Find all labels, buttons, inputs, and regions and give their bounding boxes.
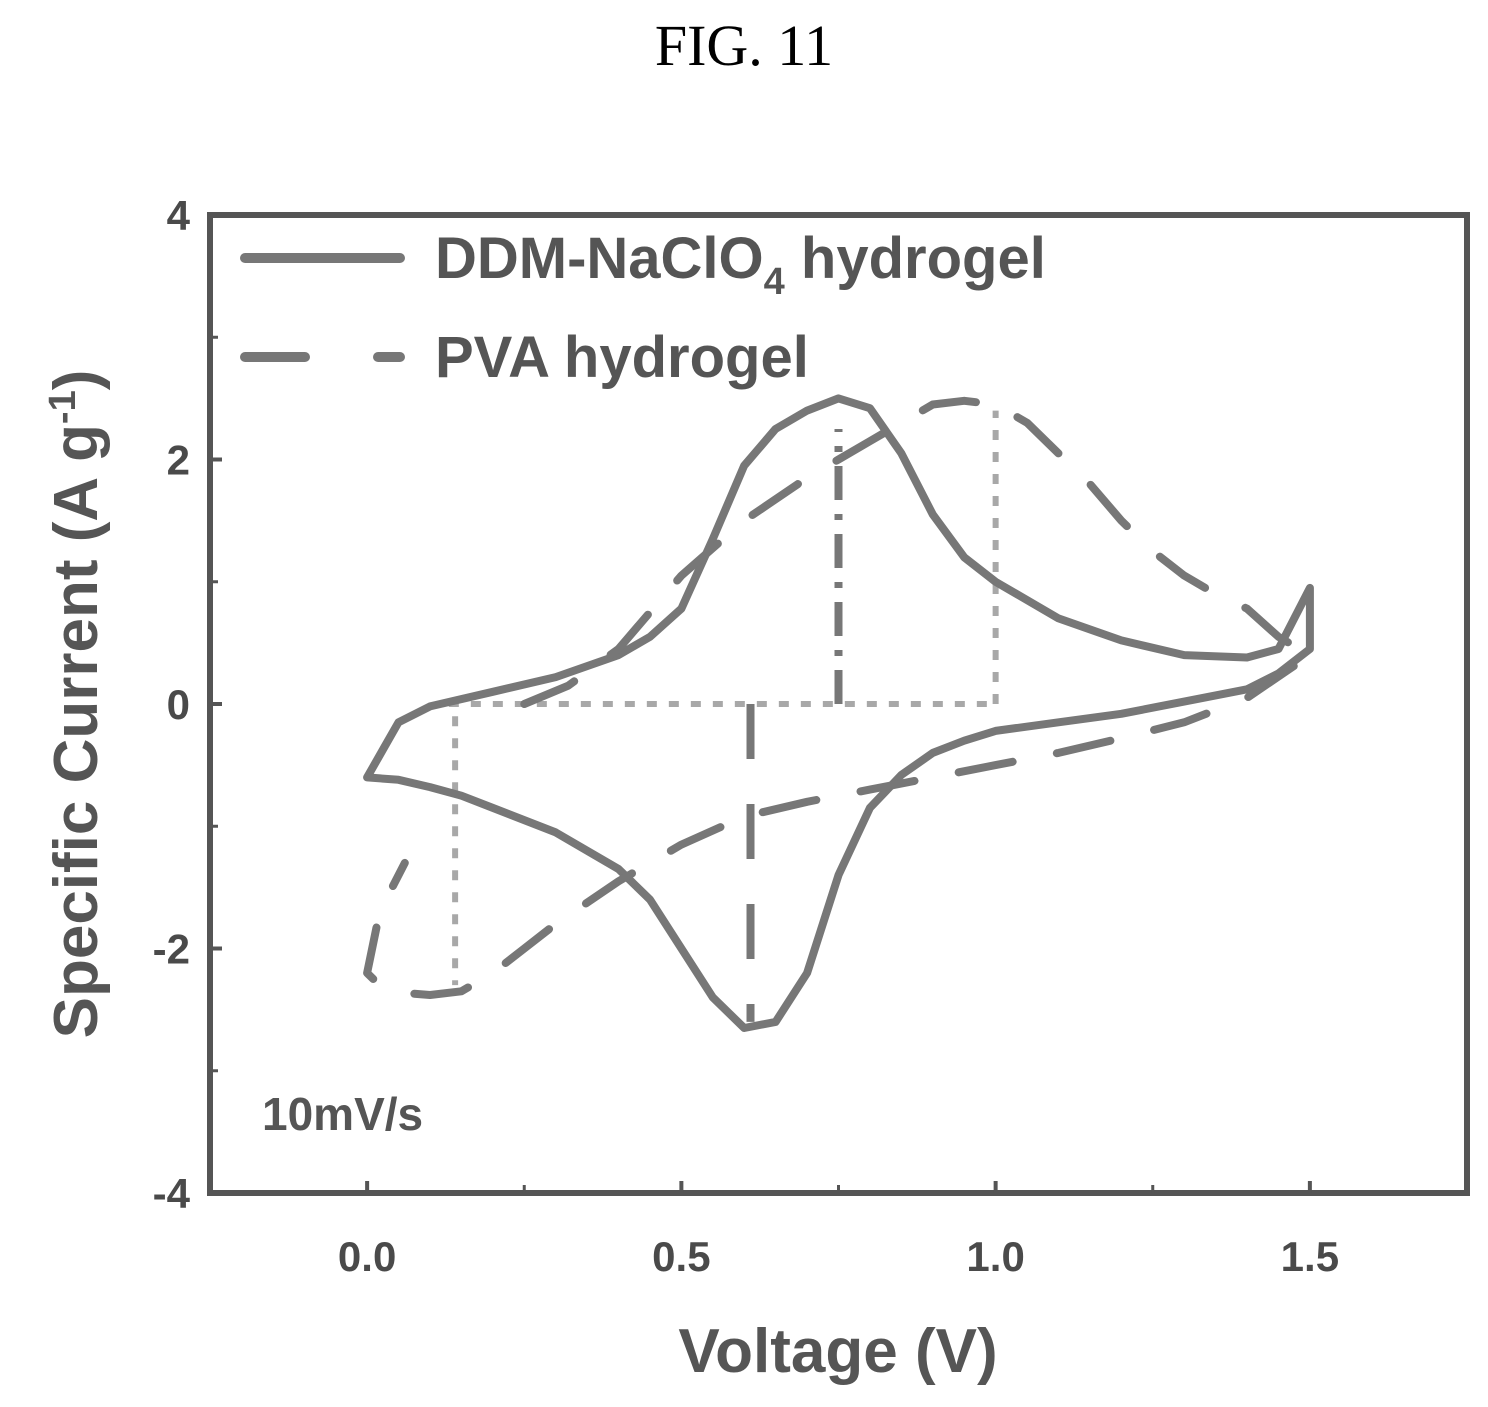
y-axis-title-main: Specific Current (A g [42,424,111,1038]
legend-label-pva: PVA hydrogel [435,325,809,390]
x-axis-title: Voltage (V) [678,1317,997,1386]
series-line-1 [363,396,1314,999]
ticks-layer: 0.0 0.5 1.0 1.5 -4 -2 0 2 4 [153,192,1339,1280]
legend: DDM-NaClO4 hydrogel PVA hydrogel [240,226,1046,390]
figure-title: FIG. 11 [654,13,834,78]
series-line-0 [363,394,1314,1032]
y-tick-label-2: 0 [167,681,190,728]
x-tick-label-1: 0.5 [652,1233,710,1280]
plot-layer [363,394,1314,1032]
y-tick-label-1: -2 [153,926,190,973]
scan-rate-annotation: 10mV/s [262,1088,423,1140]
y-axis-title-end: ) [42,370,111,391]
legend-label-ddm: DDM-NaClO4 hydrogel [435,226,1046,303]
legend-label-ddm-sub: 4 [764,261,785,303]
y-tick-label-3: 2 [167,437,190,484]
legend-label-ddm-rest: hydrogel [785,226,1046,291]
y-tick-label-4: 4 [167,192,191,239]
x-tick-label-3: 1.5 [1281,1233,1339,1280]
x-tick-label-2: 1.0 [966,1233,1024,1280]
y-axis-title-sup: -1 [42,390,84,424]
y-axis-title: Specific Current (A g-1) [42,370,111,1039]
x-tick-label-0: 0.0 [338,1233,396,1280]
y-tick-label-0: -4 [153,1170,191,1217]
legend-label-ddm-main: DDM-NaClO [435,226,764,291]
